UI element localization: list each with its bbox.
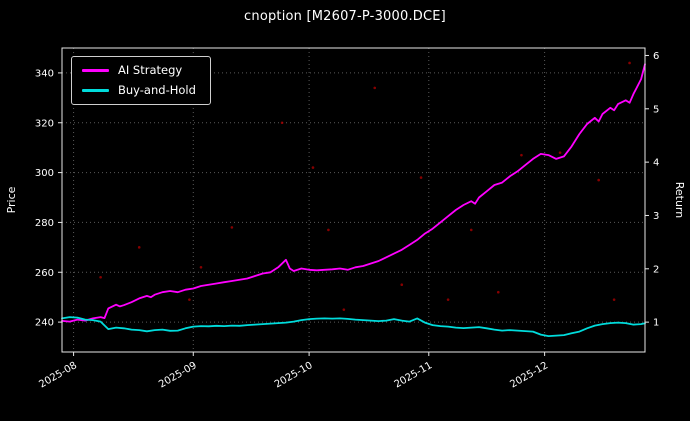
y-axis-label-right: Return	[673, 182, 686, 219]
signal-dot	[446, 298, 450, 301]
return-tick-label: 2	[653, 264, 659, 275]
signal-dot	[612, 298, 616, 301]
plot-border	[61, 47, 646, 353]
legend-label-ai-strategy: AI Strategy	[118, 63, 183, 77]
y-axis-label-left: Price	[5, 186, 18, 213]
signal-dot	[469, 228, 473, 232]
signal-dot	[99, 275, 102, 279]
signal-dot	[280, 121, 284, 125]
signal-dot	[137, 246, 141, 249]
legend-item-ai-strategy: AI Strategy	[82, 63, 196, 77]
return-tick-label: 5	[653, 104, 659, 115]
signal-dot	[400, 283, 404, 287]
price-tick-label: 340	[35, 68, 54, 79]
legend-label-buy-and-hold: Buy-and-Hold	[118, 82, 196, 97]
date-tick-label: 2025-10	[273, 360, 315, 390]
date-tick-label: 2025-09	[157, 360, 199, 390]
return-tick-label: 1	[653, 318, 659, 329]
signal-dot	[342, 308, 346, 311]
signal-dot	[230, 226, 234, 229]
series-line-buy-and-hold	[61, 316, 646, 338]
signal-dot	[558, 151, 562, 154]
legend: AI Strategy Buy-and-Hold	[71, 56, 211, 105]
signal-dot	[628, 61, 631, 65]
return-tick-label: 4	[653, 158, 659, 169]
signal-dot	[327, 228, 330, 232]
chart-title: cnoption [M2607-P-3000.DCE]	[244, 9, 446, 24]
legend-item-buy-and-hold: Buy-and-Hold	[82, 82, 196, 97]
return-tick-label: 6	[653, 51, 659, 62]
return-tick-label: 3	[653, 211, 659, 222]
date-tick-label: 2025-08	[37, 360, 79, 390]
signal-dot	[496, 290, 500, 294]
price-tick-label: 260	[35, 268, 54, 279]
price-tick-label: 240	[35, 318, 54, 329]
signal-dot	[199, 265, 203, 269]
buy-and-hold-line-swatch	[82, 88, 109, 92]
date-tick-label: 2025-11	[393, 360, 435, 390]
price-tick-label: 320	[35, 118, 54, 129]
price-tick-label: 300	[35, 168, 54, 179]
series-line-ai-strategy	[61, 63, 646, 323]
ai-strategy-line-swatch	[82, 69, 109, 73]
date-tick-label: 2025-12	[508, 360, 550, 390]
signal-dot	[597, 178, 600, 182]
signal-dot	[419, 176, 423, 179]
signal-dot	[188, 298, 191, 301]
price-tick-label: 280	[35, 218, 54, 229]
signal-dot	[373, 86, 377, 90]
signal-dot	[311, 166, 315, 169]
signal-dot	[520, 153, 523, 157]
